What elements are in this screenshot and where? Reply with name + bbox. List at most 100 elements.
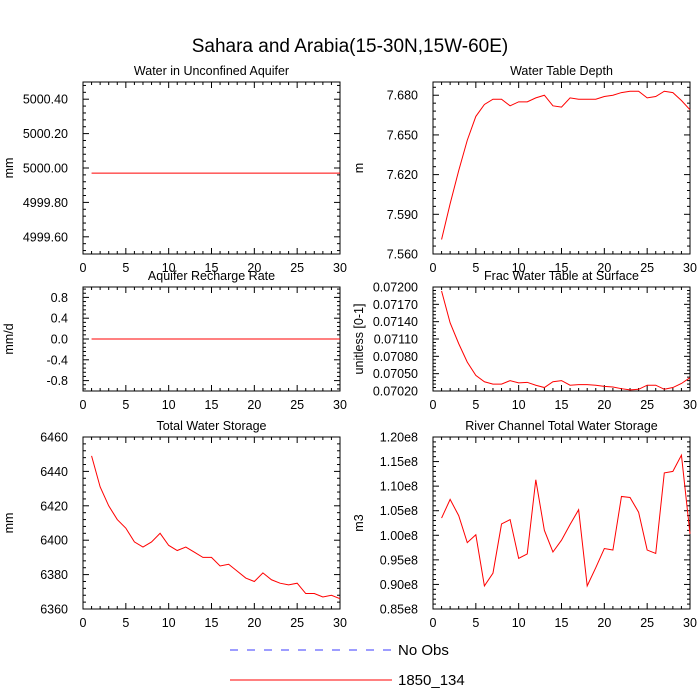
x-tick-label: 20 (247, 616, 261, 630)
x-tick-label: 30 (333, 261, 347, 275)
y-tick-label: 0.95e8 (380, 553, 418, 567)
x-tick-label: 20 (597, 616, 611, 630)
y-tick-label: 0.8 (51, 291, 68, 305)
x-tick-label: 20 (247, 398, 261, 412)
y-tick-label: 0.4 (51, 312, 68, 326)
x-tick-label: 25 (640, 398, 654, 412)
y-tick-label: 6460 (40, 431, 68, 445)
panel-title: Total Water Storage (156, 419, 266, 433)
x-tick-label: 0 (80, 261, 87, 275)
x-tick-label: 5 (472, 261, 479, 275)
series-line-1850-134 (441, 90, 691, 240)
y-axis-label: m (352, 163, 366, 173)
x-tick-label: 15 (555, 398, 569, 412)
x-tick-label: 10 (162, 616, 176, 630)
panel-title: Water in Unconfined Aquifer (134, 64, 289, 78)
x-tick-label: 5 (122, 261, 129, 275)
y-tick-label: 0.07140 (373, 315, 418, 329)
y-axis-label: unitless [0-1] (352, 304, 366, 375)
x-tick-label: 10 (512, 616, 526, 630)
y-tick-label: 7.620 (387, 168, 418, 182)
y-tick-label: 0.07200 (373, 281, 418, 295)
series-line-1850-134 (441, 453, 691, 588)
y-tick-label: 1.00e8 (380, 529, 418, 543)
x-tick-label: 30 (683, 616, 697, 630)
y-tick-label: 1.05e8 (380, 504, 418, 518)
panel-title: Frac Water Table at Surface (484, 269, 639, 283)
x-tick-label: 0 (430, 261, 437, 275)
x-tick-label: 25 (640, 261, 654, 275)
x-tick-label: 5 (472, 616, 479, 630)
y-tick-label: 1.15e8 (380, 455, 418, 469)
y-axis-label: mm/d (2, 323, 16, 354)
figure-title: Sahara and Arabia(15-30N,15W-60E) (192, 36, 509, 57)
y-tick-label: 7.650 (387, 128, 418, 142)
panel-aquifer-recharge-rate: Aquifer Recharge Rate 0 5 10 15 20 25 30 -0.8 -0.… (2, 269, 347, 412)
x-tick-label: 30 (333, 616, 347, 630)
x-tick-label: 25 (640, 616, 654, 630)
x-tick-label: 15 (555, 616, 569, 630)
y-tick-label: 0.0 (51, 333, 68, 347)
panel-frac-water-table-at-surface: Frac Water Table at Surface 0 5 10 15 20 25 30 0… (352, 269, 697, 412)
x-tick-label: 15 (555, 261, 569, 275)
y-tick-label: 4999.60 (23, 230, 68, 244)
y-tick-label: 6400 (40, 534, 68, 548)
legend: No Obs 1850_134 (230, 642, 465, 689)
y-tick-label: 0.07050 (373, 367, 418, 381)
y-tick-label: 0.07170 (373, 298, 418, 312)
y-tick-label: 5000.00 (23, 162, 68, 176)
panel-title: Water Table Depth (510, 64, 613, 78)
x-tick-label: 5 (472, 398, 479, 412)
x-tick-label: 25 (290, 261, 304, 275)
x-tick-label: 10 (512, 398, 526, 412)
y-tick-label: 7.680 (387, 89, 418, 103)
x-tick-label: 10 (512, 261, 526, 275)
series-line-1850-134 (441, 290, 691, 391)
y-tick-label: 0.07020 (373, 385, 418, 399)
y-tick-label: -0.8 (46, 374, 68, 388)
plot-frame (82, 81, 341, 255)
x-tick-label: 15 (205, 616, 219, 630)
x-tick-label: 25 (290, 616, 304, 630)
plot-frame (432, 81, 691, 255)
x-tick-label: 10 (162, 261, 176, 275)
panel-water-in-unconfined-aquifer: Water in Unconfined Aquifer 0 5 10 15 20 25 30 4… (2, 64, 347, 275)
y-axis-label: m3 (352, 514, 366, 531)
y-tick-label: 0.90e8 (380, 578, 418, 592)
y-tick-label: 5000.40 (23, 93, 68, 107)
y-tick-label: 7.590 (387, 208, 418, 222)
x-tick-label: 20 (597, 261, 611, 275)
panel-river-channel-total-water-storage: River Channel Total Water Storage 0 5 10 15 2… (352, 419, 697, 630)
x-tick-label: 30 (683, 398, 697, 412)
legend-label-1850-134: 1850_134 (398, 672, 465, 689)
y-tick-label: 1.10e8 (380, 480, 418, 494)
plot-frame (82, 436, 341, 610)
panel-water-table-depth: Water Table Depth 0 5 10 15 20 25 30 7.560 7.590 7… (352, 64, 697, 275)
x-tick-label: 30 (683, 261, 697, 275)
y-tick-label: 6440 (40, 465, 68, 479)
panel-title: River Channel Total Water Storage (465, 419, 658, 433)
y-tick-label: 6380 (40, 568, 68, 582)
panel-total-water-storage: Total Water Storage 0 5 10 15 20 25 30 6360 6380 6… (2, 419, 347, 630)
y-axis-label: mm (2, 513, 16, 534)
series-line-1850-134 (91, 455, 341, 600)
panels: Water in Unconfined Aquifer 0 5 10 15 20 25 30 4… (2, 64, 697, 630)
x-tick-label: 30 (333, 398, 347, 412)
y-tick-label: 1.20e8 (380, 431, 418, 445)
y-tick-label: 6420 (40, 499, 68, 513)
x-tick-label: 15 (205, 261, 219, 275)
x-tick-label: 5 (122, 616, 129, 630)
plot-frame (432, 436, 691, 610)
y-tick-label: 6360 (40, 603, 68, 617)
x-tick-label: 15 (205, 398, 219, 412)
y-tick-label: 0.07080 (373, 350, 418, 364)
x-tick-label: 0 (80, 398, 87, 412)
x-tick-label: 0 (430, 398, 437, 412)
legend-label-no-obs: No Obs (398, 642, 449, 659)
x-tick-label: 10 (162, 398, 176, 412)
y-tick-label: 0.85e8 (380, 603, 418, 617)
y-axis-label: mm (2, 158, 16, 179)
x-tick-label: 20 (597, 398, 611, 412)
x-tick-label: 0 (80, 616, 87, 630)
